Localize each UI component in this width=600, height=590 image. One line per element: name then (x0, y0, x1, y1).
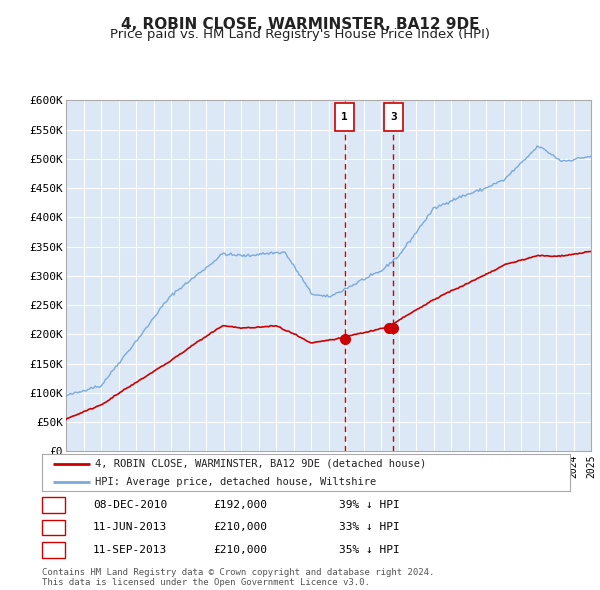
Bar (384, 103, 403, 131)
Text: 1: 1 (50, 500, 57, 510)
Bar (335, 103, 354, 131)
Text: Contains HM Land Registry data © Crown copyright and database right 2024.
This d: Contains HM Land Registry data © Crown c… (42, 568, 434, 587)
Text: 4, ROBIN CLOSE, WARMINSTER, BA12 9DE (detached house): 4, ROBIN CLOSE, WARMINSTER, BA12 9DE (de… (95, 459, 426, 469)
Text: HPI: Average price, detached house, Wiltshire: HPI: Average price, detached house, Wilt… (95, 477, 376, 487)
Text: £192,000: £192,000 (213, 500, 267, 510)
Text: 4, ROBIN CLOSE, WARMINSTER, BA12 9DE: 4, ROBIN CLOSE, WARMINSTER, BA12 9DE (121, 17, 479, 31)
Text: 1: 1 (341, 112, 348, 122)
Text: 11-JUN-2013: 11-JUN-2013 (93, 523, 167, 532)
Text: 33% ↓ HPI: 33% ↓ HPI (339, 523, 400, 532)
Text: 11-SEP-2013: 11-SEP-2013 (93, 545, 167, 555)
Text: £210,000: £210,000 (213, 545, 267, 555)
Text: 3: 3 (50, 545, 57, 555)
Text: £210,000: £210,000 (213, 523, 267, 532)
Text: 39% ↓ HPI: 39% ↓ HPI (339, 500, 400, 510)
Text: Price paid vs. HM Land Registry's House Price Index (HPI): Price paid vs. HM Land Registry's House … (110, 28, 490, 41)
Text: 2: 2 (50, 523, 57, 532)
Text: 35% ↓ HPI: 35% ↓ HPI (339, 545, 400, 555)
Text: 3: 3 (390, 112, 397, 122)
Text: 08-DEC-2010: 08-DEC-2010 (93, 500, 167, 510)
